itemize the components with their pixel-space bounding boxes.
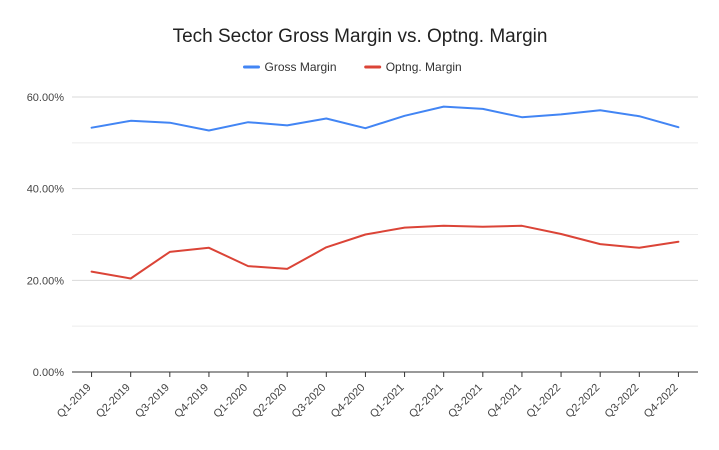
y-axis-tick-labels: 0.00% 20.00% 40.00% 60.00% [27, 92, 65, 379]
data-point [677, 126, 679, 128]
x-tick-label: Q1-2020 [211, 382, 250, 421]
data-point [403, 226, 405, 228]
series-line-gross-margin [90, 105, 680, 132]
x-tick-label: Q2-2021 [407, 382, 446, 421]
y-tick-label: 0.00% [33, 367, 64, 379]
data-point [286, 124, 288, 126]
x-tick-label: Q2-2022 [564, 382, 603, 421]
data-point [208, 129, 210, 131]
legend-label: Gross Margin [265, 60, 337, 74]
legend-label: Optng. Margin [386, 60, 462, 74]
y-tick-label: 20.00% [27, 275, 65, 287]
x-tick-label: Q4-2020 [329, 382, 368, 421]
data-point [90, 270, 92, 272]
data-point [560, 113, 562, 115]
y-tick-label: 40.00% [27, 184, 65, 196]
x-tick-label: Q3-2022 [603, 382, 642, 421]
data-point [90, 127, 92, 129]
data-point [599, 243, 601, 245]
x-axis-tick-labels: Q1-2019 Q2-2019 Q3-2019 Q4-2019 Q1-2020 Q2-20… [55, 372, 681, 420]
y-tick-label: 60.00% [27, 92, 65, 104]
x-tick-label: Q3-2019 [133, 382, 172, 421]
data-point [247, 265, 249, 267]
data-point [442, 105, 444, 107]
data-point [403, 115, 405, 117]
series-lines [90, 105, 680, 280]
x-tick-label: Q4-2019 [172, 382, 211, 421]
data-point [482, 108, 484, 110]
data-point [129, 120, 131, 122]
x-tick-label: Q3-2021 [446, 382, 485, 421]
x-tick-label: Q4-2022 [642, 382, 681, 421]
data-point [169, 251, 171, 253]
x-tick-label: Q3-2020 [290, 382, 329, 421]
x-tick-label: Q1-2019 [55, 382, 94, 421]
data-point [521, 225, 523, 227]
data-point [638, 115, 640, 117]
x-tick-label: Q4-2021 [485, 382, 524, 421]
legend: Gross Margin Optng. Margin [243, 60, 462, 74]
data-point [208, 247, 210, 249]
data-point [364, 233, 366, 235]
data-point [482, 226, 484, 228]
data-point [325, 117, 327, 119]
data-point [638, 247, 640, 249]
chart-title: Tech Sector Gross Margin vs. Optng. Marg… [173, 26, 548, 47]
data-point [560, 233, 562, 235]
data-point [442, 225, 444, 227]
data-point [247, 121, 249, 123]
series-line-optng-margin [90, 224, 680, 280]
data-point [677, 241, 679, 243]
data-point [169, 121, 171, 123]
x-tick-label: Q2-2019 [94, 382, 133, 421]
data-point [521, 116, 523, 118]
x-tick-label: Q2-2020 [251, 382, 290, 421]
data-point [599, 109, 601, 111]
data-point [325, 246, 327, 248]
data-point [364, 127, 366, 129]
x-tick-label: Q1-2022 [524, 382, 563, 421]
gridlines [72, 96, 698, 373]
data-point [286, 268, 288, 270]
x-tick-label: Q1-2021 [368, 382, 407, 421]
data-point [129, 277, 131, 279]
